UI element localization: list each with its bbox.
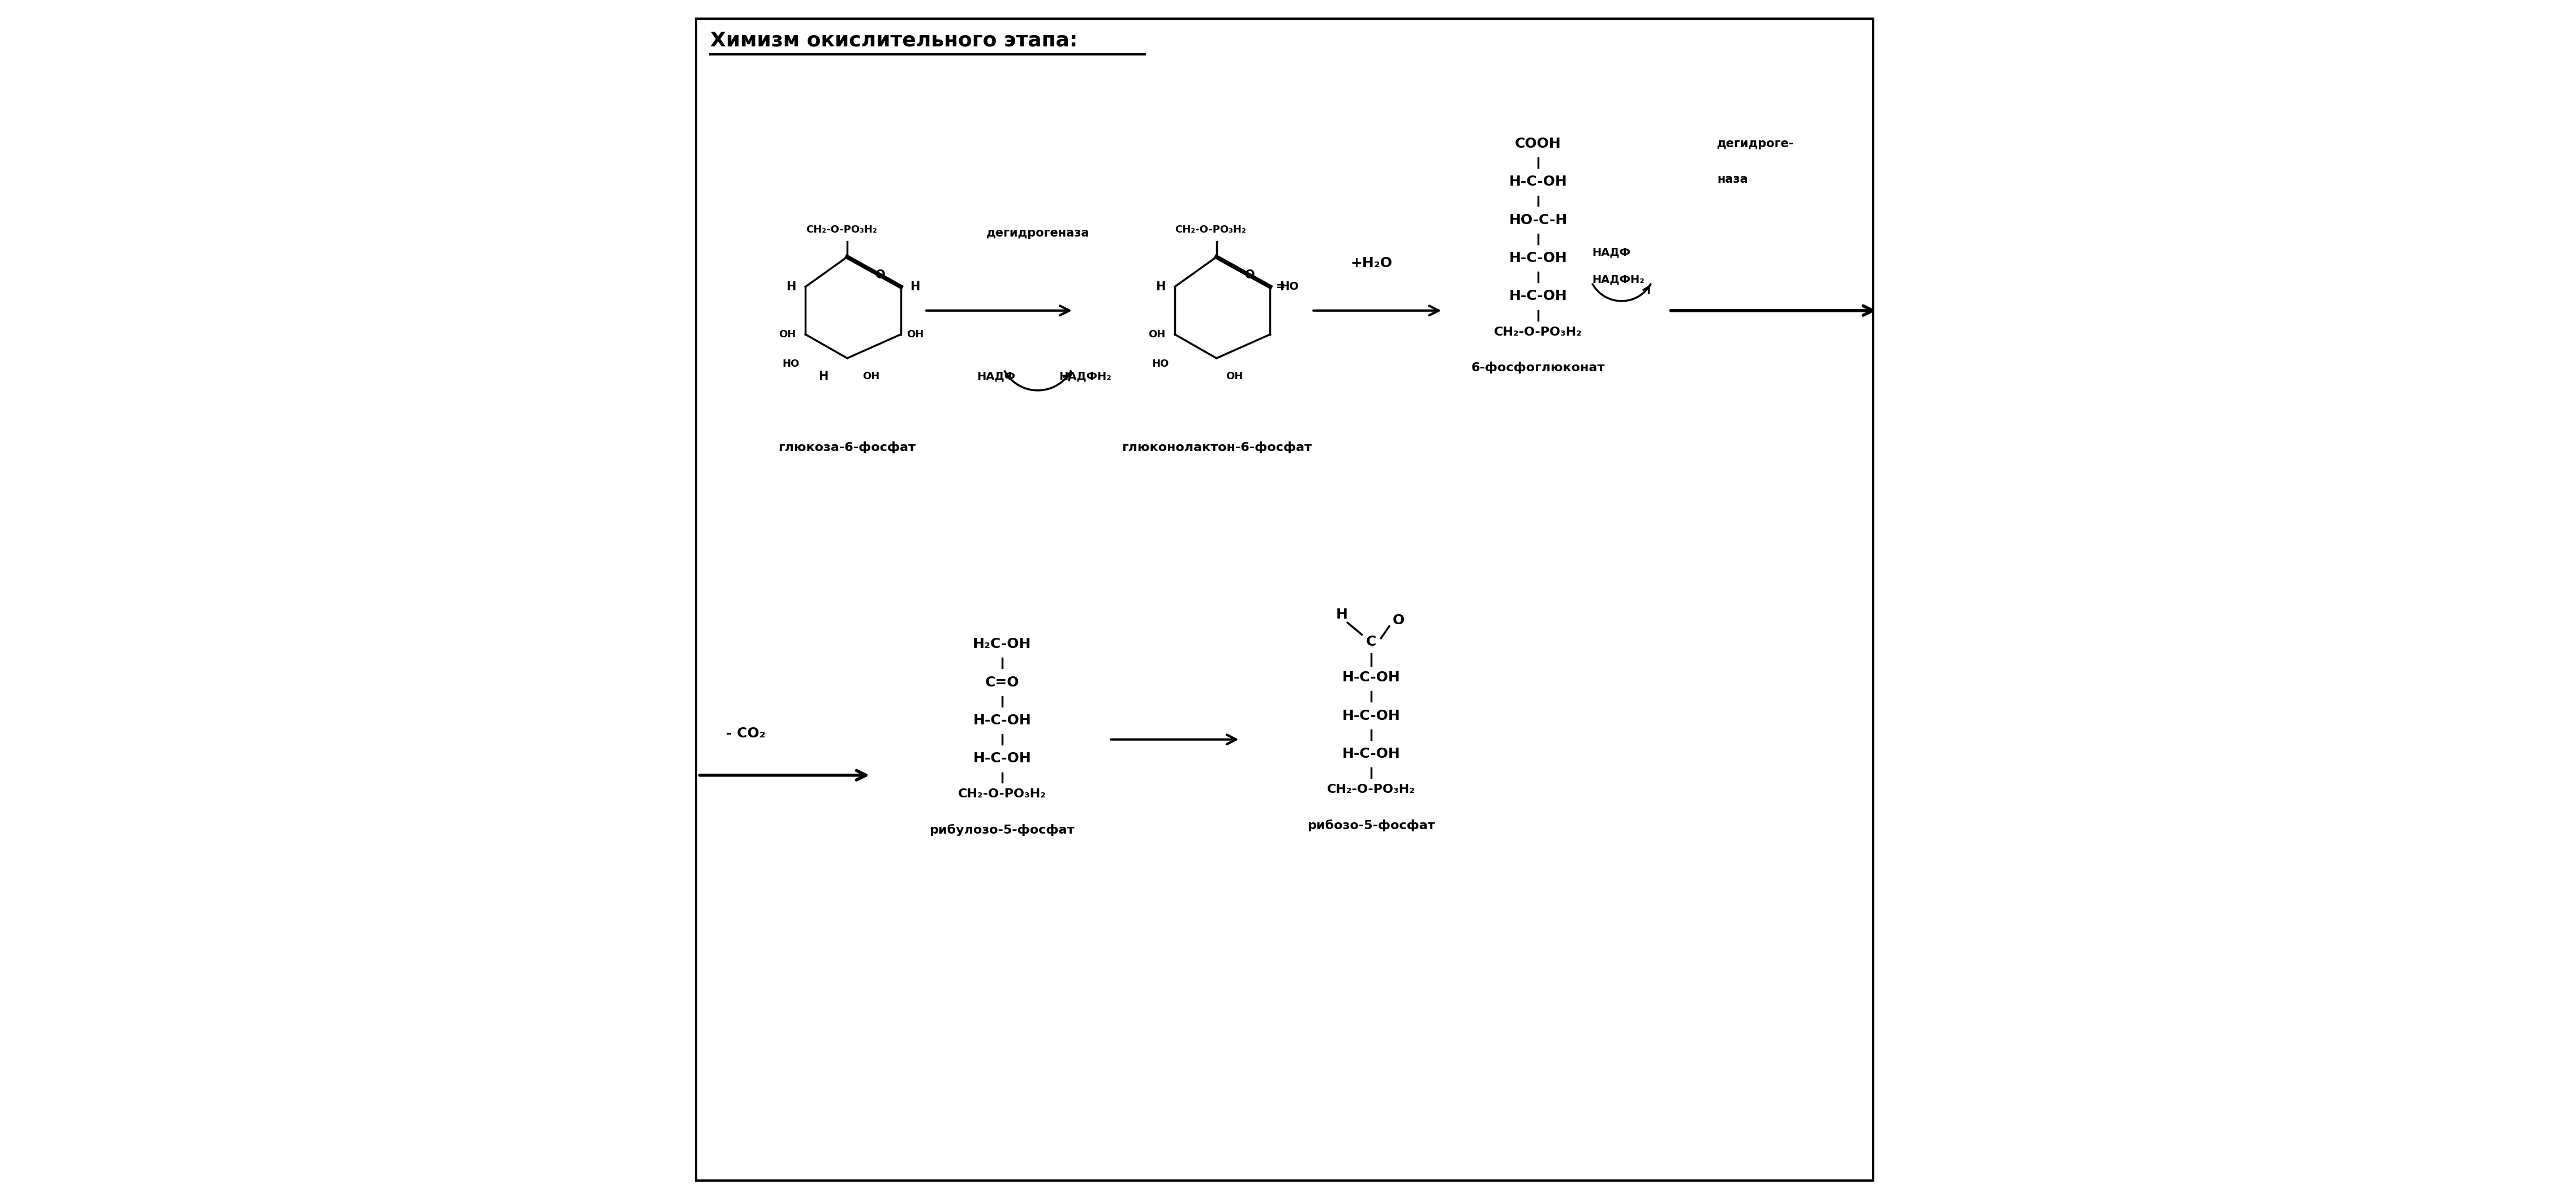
Text: рибозо-5-фосфат: рибозо-5-фосфат	[1309, 820, 1435, 832]
Text: OH: OH	[1226, 371, 1244, 382]
Text: H-C-OH: H-C-OH	[1510, 290, 1566, 303]
Text: рибулозо-5-фосфат: рибулозо-5-фосфат	[930, 824, 1074, 836]
Text: OH: OH	[1149, 329, 1164, 340]
Text: глюконолактон-6-фосфат: глюконолактон-6-фосфат	[1121, 441, 1311, 453]
Text: H-C-OH: H-C-OH	[1510, 252, 1566, 265]
Text: H: H	[786, 282, 796, 292]
Text: OH: OH	[863, 371, 878, 382]
Text: H-C-OH: H-C-OH	[1342, 747, 1401, 761]
Text: 6-фосфоглюконат: 6-фосфоглюконат	[1471, 361, 1605, 373]
Text: H-C-OH: H-C-OH	[1342, 709, 1401, 723]
Text: дегидроге-: дегидроге-	[1716, 138, 1793, 149]
Text: O: O	[876, 270, 886, 280]
Text: - CO₂: - CO₂	[726, 727, 765, 741]
Text: H-C-OH: H-C-OH	[1342, 670, 1401, 685]
Text: O: O	[1394, 613, 1404, 628]
Text: HO: HO	[783, 359, 799, 370]
Text: HO: HO	[1151, 359, 1170, 370]
Text: дегидрогеназа: дегидрогеназа	[987, 228, 1090, 239]
Text: HO-C-H: HO-C-H	[1510, 214, 1566, 227]
Text: H: H	[1280, 282, 1291, 292]
Text: CH₂-O-PO₃H₂: CH₂-O-PO₃H₂	[806, 224, 876, 235]
Text: H₂C-OH: H₂C-OH	[974, 637, 1030, 651]
Text: OH: OH	[778, 329, 796, 340]
Text: H: H	[819, 370, 829, 382]
Text: C=O: C=O	[984, 675, 1020, 690]
Text: НАДФ: НАДФ	[1592, 247, 1631, 258]
Text: = O: = O	[1275, 282, 1298, 292]
Text: O: O	[1244, 270, 1255, 280]
Text: наза: наза	[1716, 174, 1747, 185]
Text: Химизм окислительного этапа:: Химизм окислительного этапа:	[711, 31, 1077, 50]
Text: H: H	[1157, 282, 1164, 292]
Text: COOH: COOH	[1515, 137, 1561, 150]
Text: НАДФ: НАДФ	[976, 371, 1015, 382]
Text: глюкоза-6-фосфат: глюкоза-6-фосфат	[778, 441, 917, 453]
Text: CH₂-O-PO₃H₂: CH₂-O-PO₃H₂	[1494, 327, 1582, 338]
Text: +H₂O: +H₂O	[1350, 256, 1394, 270]
Text: H: H	[1337, 607, 1347, 622]
Text: C: C	[1365, 635, 1376, 649]
Text: H-C-OH: H-C-OH	[1510, 175, 1566, 188]
Text: НАДФН₂: НАДФН₂	[1592, 274, 1643, 285]
Text: CH₂-O-PO₃H₂: CH₂-O-PO₃H₂	[958, 789, 1046, 801]
Text: НАДФН₂: НАДФН₂	[1059, 371, 1113, 382]
Text: CH₂-O-PO₃H₂: CH₂-O-PO₃H₂	[1327, 784, 1417, 796]
Text: H-C-OH: H-C-OH	[974, 752, 1030, 766]
Text: H-C-OH: H-C-OH	[974, 713, 1030, 728]
Text: OH: OH	[907, 329, 925, 340]
Text: H: H	[909, 282, 920, 292]
Text: CH₂-O-PO₃H₂: CH₂-O-PO₃H₂	[1175, 224, 1247, 235]
